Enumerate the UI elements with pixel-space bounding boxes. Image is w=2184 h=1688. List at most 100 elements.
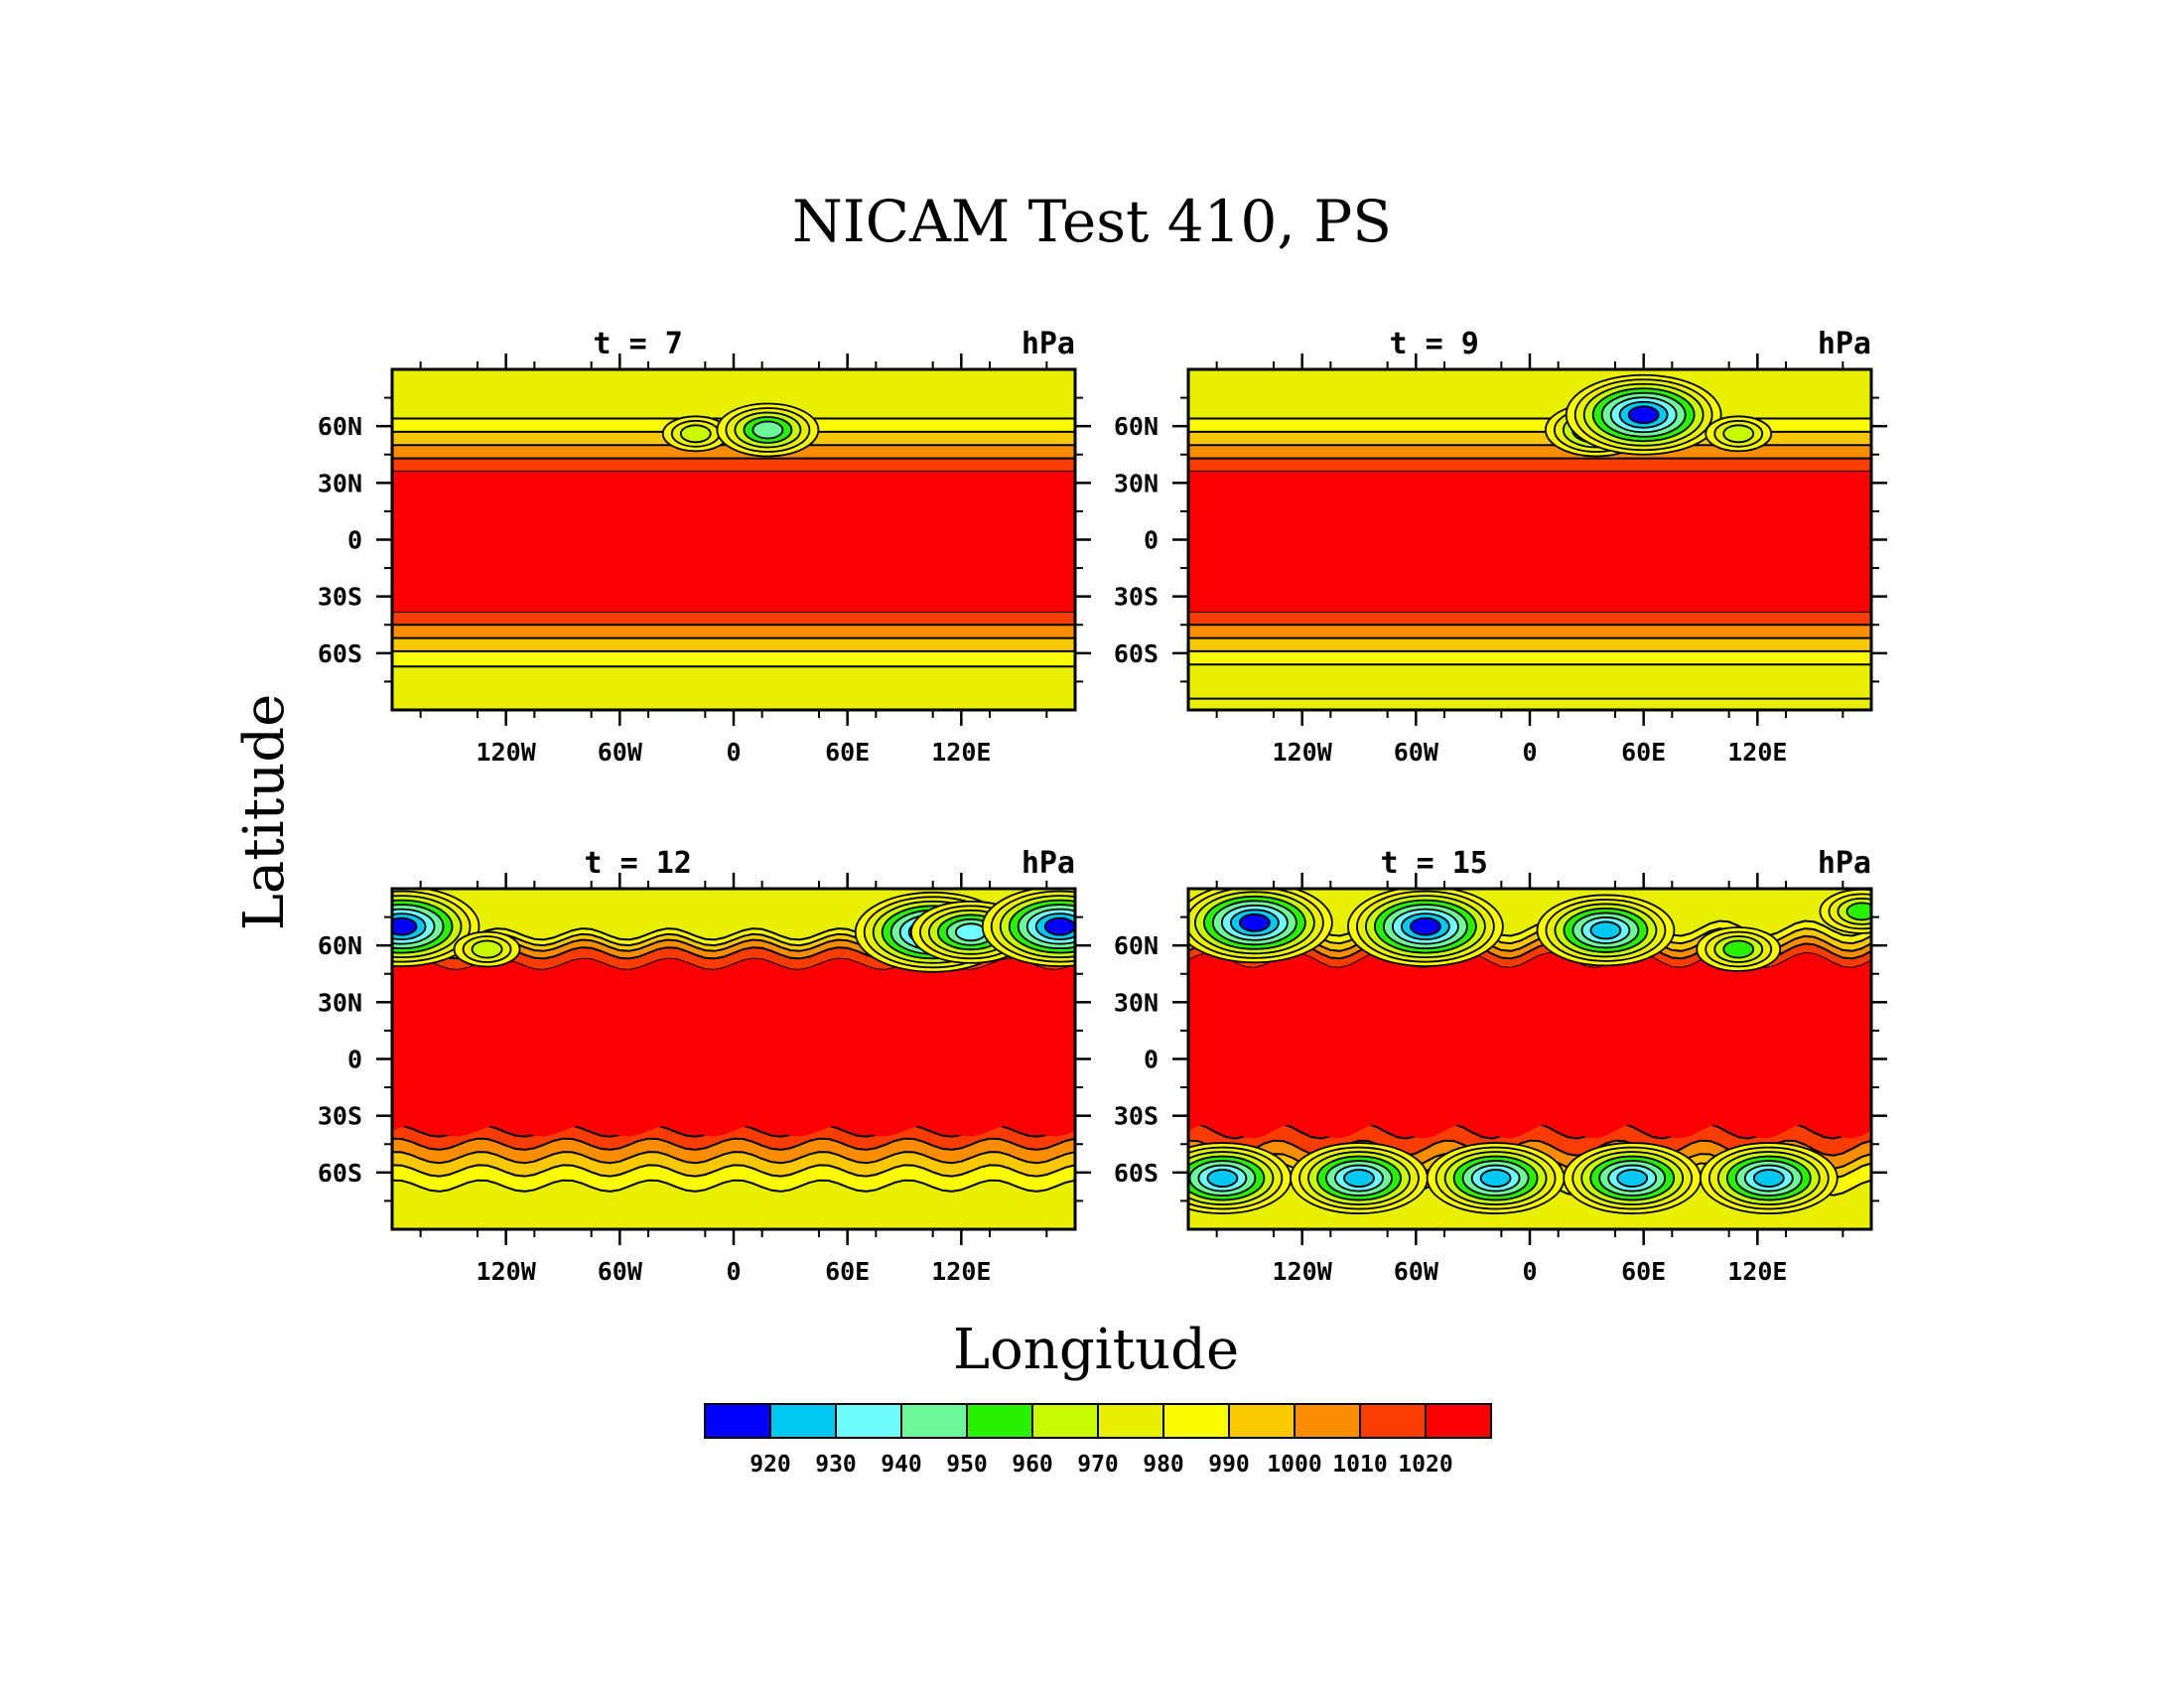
south-band bbox=[392, 1165, 1075, 1192]
north-band bbox=[1188, 928, 1871, 951]
x-tick-label: 120W bbox=[1273, 1257, 1333, 1286]
north-band bbox=[392, 445, 1075, 459]
north-band bbox=[392, 933, 1075, 951]
panel-3: 120W 60W 0 60E 120E 60N 30N 0 30S 60S t = 12 hPa bbox=[318, 846, 1091, 1286]
y-tick-label: 0 bbox=[1144, 1046, 1159, 1074]
x-tick-label: 120E bbox=[1727, 738, 1787, 767]
y-tick-label: 30S bbox=[318, 1102, 362, 1131]
y-tick-label: 60S bbox=[1114, 639, 1159, 668]
y-tick-label: 60N bbox=[318, 931, 362, 960]
panel-time-label: t = 9 bbox=[1390, 327, 1479, 361]
low-pressure-contour bbox=[1343, 1169, 1375, 1188]
x-tick-label: 0 bbox=[726, 738, 741, 767]
contour-field bbox=[1188, 889, 1871, 1229]
x-tick-label: 120W bbox=[1273, 738, 1333, 767]
x-tick-label: 60W bbox=[598, 1257, 643, 1286]
colorbar-label: 1000 bbox=[1267, 1452, 1321, 1477]
y-tick-label: 0 bbox=[347, 526, 362, 555]
y-tick-label: 30S bbox=[1114, 1102, 1159, 1131]
y-tick-label: 0 bbox=[1144, 526, 1159, 555]
panel-1: 120W 60W 0 60E 120E 60N 30N 0 30S 60S t = 7 hPa bbox=[318, 327, 1091, 767]
contour-field bbox=[392, 369, 1075, 710]
low-pressure-contour bbox=[1206, 1169, 1239, 1188]
x-tick-label: 120E bbox=[931, 1257, 991, 1286]
panel-time-label: t = 7 bbox=[594, 327, 683, 361]
low-pressure-contour bbox=[679, 424, 712, 444]
south-band bbox=[1188, 664, 1871, 699]
low-pressure-contour bbox=[1043, 916, 1075, 936]
north-band bbox=[1188, 943, 1871, 968]
contour-line bbox=[392, 1137, 1075, 1151]
south-band bbox=[1188, 650, 1871, 665]
x-tick-label: 60E bbox=[1621, 1257, 1666, 1286]
low-pressure-contour bbox=[1752, 1169, 1785, 1188]
contour-field bbox=[392, 889, 1075, 1229]
low-pressure-contour bbox=[471, 939, 503, 959]
panel-time-label: t = 12 bbox=[584, 846, 691, 881]
panel-units-label: hPa bbox=[1022, 327, 1075, 361]
colorbar-swatch bbox=[1031, 1403, 1099, 1439]
north-band bbox=[1188, 458, 1871, 472]
x-tick-label: 60W bbox=[598, 738, 643, 767]
y-tick-label: 30S bbox=[318, 583, 362, 612]
contour-line bbox=[392, 1179, 1075, 1193]
north-band bbox=[392, 928, 1075, 946]
y-tick-label: 60N bbox=[1114, 931, 1159, 960]
colorbar-swatch bbox=[900, 1403, 968, 1439]
x-tick-label: 60E bbox=[825, 738, 870, 767]
colorbar-swatch bbox=[1359, 1403, 1427, 1439]
colorbar-swatch bbox=[966, 1403, 1033, 1439]
south-band bbox=[1188, 625, 1871, 638]
north-band bbox=[1188, 920, 1871, 944]
y-tick-label: 0 bbox=[347, 1046, 362, 1074]
y-tick-label: 30N bbox=[1114, 988, 1159, 1017]
panel-units-label: hPa bbox=[1818, 327, 1871, 361]
y-tick-label: 60S bbox=[318, 1159, 362, 1188]
colorbar-swatch bbox=[1294, 1403, 1361, 1439]
south-band bbox=[392, 611, 1075, 626]
low-pressure-contour bbox=[1238, 913, 1271, 932]
low-pressure-contour bbox=[1722, 424, 1755, 444]
low-pressure-contour bbox=[1722, 939, 1755, 959]
panels: 120W 60W 0 60E 120E 60N 30N 0 30S 60S t = 7 hPa 120W… bbox=[318, 327, 1887, 1286]
colorbar: 920 930 940 950 960 970 980 990 1000 1010 1020 bbox=[704, 1403, 1492, 1477]
core-fill bbox=[392, 471, 1075, 612]
contour-line bbox=[392, 938, 1075, 952]
core-fill bbox=[1188, 952, 1871, 1139]
south-band bbox=[1188, 637, 1871, 651]
contour-line bbox=[392, 946, 1075, 960]
x-axis-label: Longitude bbox=[953, 1318, 1239, 1382]
low-pressure-contour bbox=[1479, 1169, 1512, 1188]
x-tick-label: 0 bbox=[1522, 738, 1537, 767]
colorbar-label: 1010 bbox=[1332, 1452, 1387, 1477]
x-tick-label: 120E bbox=[931, 738, 991, 767]
contour-line bbox=[392, 932, 1075, 947]
y-tick-label: 60S bbox=[1114, 1159, 1159, 1188]
x-tick-label: 60W bbox=[1394, 738, 1439, 767]
contour-line bbox=[392, 1151, 1075, 1165]
low-pressure-contour bbox=[751, 420, 784, 440]
core-fill bbox=[392, 958, 1075, 1137]
contour-line bbox=[392, 927, 1075, 941]
panel-4: 120W 60W 0 60E 120E 60N 30N 0 30S 60S t = 15 hPa bbox=[1114, 846, 1887, 1286]
low-pressure-contour bbox=[1845, 902, 1871, 921]
x-tick-label: 120W bbox=[477, 738, 537, 767]
colorbar-swatch bbox=[835, 1403, 902, 1439]
y-tick-label: 30N bbox=[1114, 469, 1159, 497]
south-band bbox=[392, 1152, 1075, 1177]
low-pressure-contour bbox=[1627, 405, 1660, 425]
north-band bbox=[392, 939, 1075, 959]
y-tick-label: 30N bbox=[318, 469, 362, 497]
low-pressure-contour bbox=[1616, 1169, 1649, 1188]
colorbar-label: 920 bbox=[750, 1452, 791, 1477]
panel-2: 120W 60W 0 60E 120E 60N 30N 0 30S 60S t = 9 hPa bbox=[1114, 327, 1887, 767]
colorbar-label: 950 bbox=[946, 1452, 988, 1477]
colorbar-label: 1020 bbox=[1398, 1452, 1452, 1477]
x-tick-label: 60W bbox=[1394, 1257, 1439, 1286]
x-tick-label: 0 bbox=[726, 1257, 741, 1286]
north-band bbox=[392, 458, 1075, 472]
south-band bbox=[392, 1138, 1075, 1164]
y-tick-label: 60S bbox=[318, 639, 362, 668]
y-tick-label: 30N bbox=[318, 988, 362, 1017]
